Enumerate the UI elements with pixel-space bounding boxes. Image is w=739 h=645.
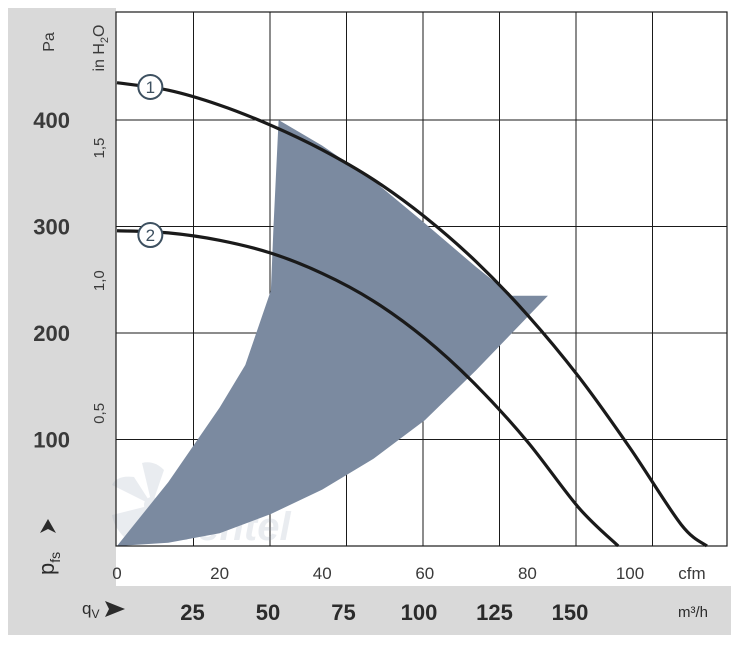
- y-axis-symbol: pfs: [34, 519, 63, 575]
- inh2o-main: in H: [91, 43, 108, 71]
- series-line-2: [116, 229, 620, 548]
- y-axis-arrow-icon: [40, 519, 56, 533]
- inh2o-tail: O: [91, 24, 108, 36]
- series-line-1: [116, 81, 708, 548]
- qv-sub: V: [91, 607, 99, 621]
- x-axis-unit-cfm: cfm: [678, 564, 705, 583]
- x-tick-cfm: 100: [616, 564, 644, 583]
- y-tick-pa: 200: [33, 321, 70, 346]
- x-axis-m3h-ticks: 25 50 75 100 125 150: [180, 600, 588, 625]
- x-tick-m3h: 25: [180, 600, 204, 625]
- x-tick-cfm: 0: [112, 564, 121, 583]
- bottom-axis-panel: [8, 586, 731, 635]
- inh2o-sub: 2: [99, 37, 111, 43]
- y-axis-unit-pa: Pa: [41, 32, 58, 52]
- plot-border: [115, 11, 728, 547]
- x-tick-cfm: 80: [518, 564, 537, 583]
- x-tick-m3h: 125: [476, 600, 513, 625]
- y-tick-inh2o: 0,5: [91, 403, 108, 424]
- qv-main: q: [82, 599, 91, 618]
- y-tick-inh2o: 1,0: [91, 270, 108, 291]
- y-tick-pa: 100: [33, 428, 70, 453]
- x-axis-symbol-text: qV: [82, 599, 99, 621]
- x-tick-cfm: 40: [313, 564, 332, 583]
- x-axis-symbol: qV: [82, 599, 125, 621]
- x-tick-m3h: 50: [256, 600, 280, 625]
- x-tick-cfm: 20: [210, 564, 229, 583]
- operating-range-area: [117, 120, 548, 546]
- y-tick-pa: 300: [33, 215, 70, 240]
- pfs-main: p: [34, 563, 59, 575]
- x-tick-m3h: 150: [552, 600, 589, 625]
- x-tick-m3h: 75: [331, 600, 355, 625]
- y-axis-pa-ticks: 100 200 300 400: [33, 108, 70, 453]
- y-axis-unit-inh2o: in H2O: [91, 24, 111, 71]
- series-label-circle-2: [137, 222, 164, 249]
- series-label-1: 1: [146, 78, 155, 97]
- left-axis-panel: [8, 8, 116, 586]
- series-lines: 12: [116, 73, 708, 548]
- x-tick-m3h: 100: [401, 600, 438, 625]
- y-axis-symbol-text: pfs: [34, 552, 63, 575]
- y-tick-pa: 400: [33, 108, 70, 133]
- x-axis-arrow-icon: [105, 601, 125, 617]
- y-tick-inh2o: 1,5: [91, 138, 108, 159]
- y-axis-inh2o-ticks: 0,5 1,0 1,5: [91, 138, 108, 424]
- x-axis-unit-m3h: m³/h: [678, 604, 708, 621]
- x-axis-cfm-ticks: 0 20 40 60 80 100: [112, 564, 644, 583]
- series-label-circle-1: [137, 73, 164, 100]
- series-label-2: 2: [146, 226, 155, 245]
- pfs-sub: fs: [47, 552, 63, 563]
- x-tick-cfm: 60: [415, 564, 434, 583]
